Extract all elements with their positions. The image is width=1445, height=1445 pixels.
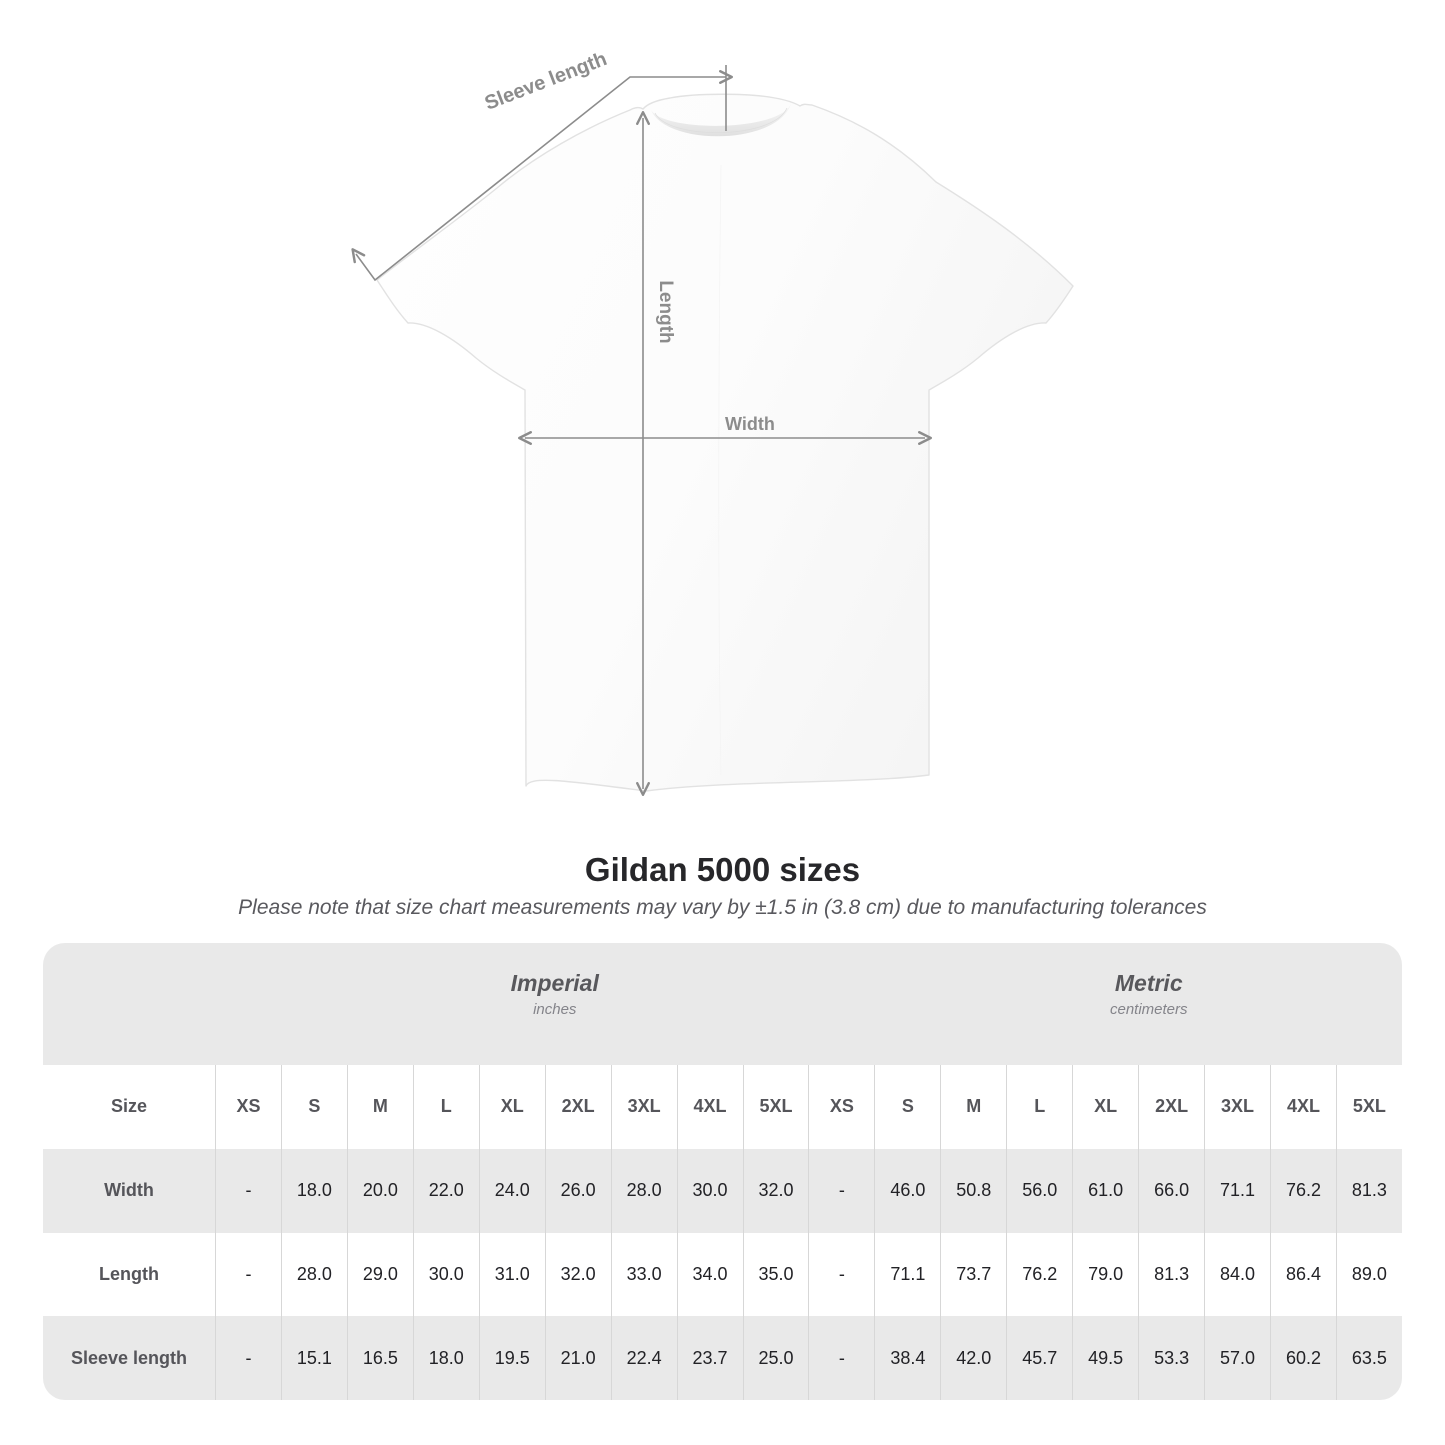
svg-text:Sleeve length: Sleeve length <box>482 48 610 115</box>
svg-text:Width: Width <box>725 414 775 434</box>
svg-text:Length: Length <box>655 280 676 343</box>
